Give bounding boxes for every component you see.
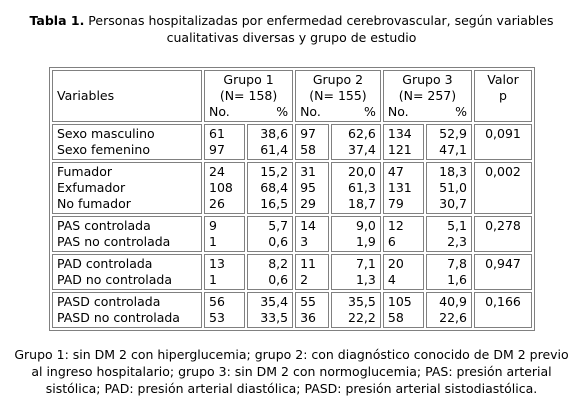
p-value: 0,947	[474, 254, 532, 290]
header-group-3-n: (N= 257)	[398, 88, 457, 103]
row-variable-labels: PASD controlada PASD no controlada	[52, 292, 202, 328]
header-group-1-n: (N= 158)	[219, 88, 278, 103]
group-3-pct: 7,8 1,6	[425, 254, 472, 290]
table-caption-label: Tabla 1.	[29, 13, 85, 28]
header-group-2-name: Grupo 2	[312, 72, 364, 87]
header-pct: %	[276, 104, 289, 119]
group-3-no: 134 121	[382, 124, 424, 160]
group-2-pct: 35,5 22,2	[331, 292, 381, 328]
group-2-pct: 62,6 37,4	[331, 124, 381, 160]
header-variables: Variables	[52, 70, 202, 122]
row-variable-labels: PAS controlada PAS no controlada	[52, 216, 202, 252]
group-1-no: 61 97	[204, 124, 246, 160]
group-1-no: 56 53	[204, 292, 246, 328]
header-group-1-name: Grupo 1	[223, 72, 274, 87]
header-no: No.	[209, 104, 230, 119]
header-group-2-n: (N= 155)	[309, 88, 367, 103]
row-variable-labels: Fumador Exfumador No fumador	[52, 162, 202, 214]
table-header-row: Variables Grupo 1 (N= 158) No.% Grupo 2 …	[52, 70, 532, 122]
table-caption: Tabla 1. Personas hospitalizadas por enf…	[8, 12, 575, 46]
header-group-2: Grupo 2 (N= 155) No.%	[295, 70, 381, 122]
group-1-pct: 35,4 33,5	[247, 292, 294, 328]
group-2-no: 55 36	[295, 292, 330, 328]
group-2-pct: 9,0 1,9	[331, 216, 381, 252]
header-valor: Valor	[487, 72, 519, 87]
group-1-pct: 15,2 68,4 16,5	[247, 162, 294, 214]
table-row: Fumador Exfumador No fumador 24 108 26 15,2 68,…	[52, 162, 532, 214]
group-3-no: 12 6	[382, 216, 424, 252]
header-pct: %	[455, 104, 467, 119]
group-1-pct: 38,6 61,4	[247, 124, 294, 160]
header-no: No.	[300, 104, 321, 119]
p-value: 0,091	[474, 124, 532, 160]
table-footnote: Grupo 1: sin DM 2 con hiperglucemia; gru…	[14, 347, 569, 396]
table-row: Sexo masculino Sexo femenino 61 97 38,6 61,4 9…	[52, 124, 532, 160]
row-variable-labels: PAD controlada PAD no controlada	[52, 254, 202, 290]
header-group-3: Grupo 3 (N= 257) No.%	[382, 70, 472, 122]
header-valor-p: Valor p	[474, 70, 532, 122]
group-3-pct: 40,9 22,6	[425, 292, 472, 328]
group-3-pct: 18,3 51,0 30,7	[425, 162, 472, 214]
table-row: PAS controlada PAS no controlada 9 1 5,7 0,6 1…	[52, 216, 532, 252]
group-2-no: 14 3	[295, 216, 330, 252]
header-group-3-name: Grupo 3	[402, 72, 453, 87]
row-variable-labels: Sexo masculino Sexo femenino	[52, 124, 202, 160]
p-value: 0,002	[474, 162, 532, 214]
group-2-no: 31 95 29	[295, 162, 330, 214]
group-3-pct: 5,1 2,3	[425, 216, 472, 252]
header-group-1: Grupo 1 (N= 158) No.%	[204, 70, 294, 122]
group-2-pct: 7,1 1,3	[331, 254, 381, 290]
data-table: Variables Grupo 1 (N= 158) No.% Grupo 2 …	[49, 67, 535, 331]
table-row: PAD controlada PAD no controlada 13 1 8,2 0,6…	[52, 254, 532, 290]
group-1-no: 13 1	[204, 254, 246, 290]
group-2-no: 97 58	[295, 124, 330, 160]
group-1-pct: 8,2 0,6	[247, 254, 294, 290]
group-2-no: 11 2	[295, 254, 330, 290]
group-3-no: 47 131 79	[382, 162, 424, 214]
group-3-no: 20 4	[382, 254, 424, 290]
group-1-no: 24 108 26	[204, 162, 246, 214]
header-p: p	[499, 88, 507, 103]
group-3-no: 105 58	[382, 292, 424, 328]
table-row: PASD controlada PASD no controlada 56 53 35,…	[52, 292, 532, 328]
p-value: 0,166	[474, 292, 532, 328]
group-2-pct: 20,0 61,3 18,7	[331, 162, 381, 214]
p-value: 0,278	[474, 216, 532, 252]
table-caption-text: Personas hospitalizadas por enfermedad c…	[84, 13, 554, 45]
header-no: No.	[387, 104, 409, 119]
group-3-pct: 52,9 47,1	[425, 124, 472, 160]
group-1-pct: 5,7 0,6	[247, 216, 294, 252]
header-pct: %	[363, 104, 376, 119]
